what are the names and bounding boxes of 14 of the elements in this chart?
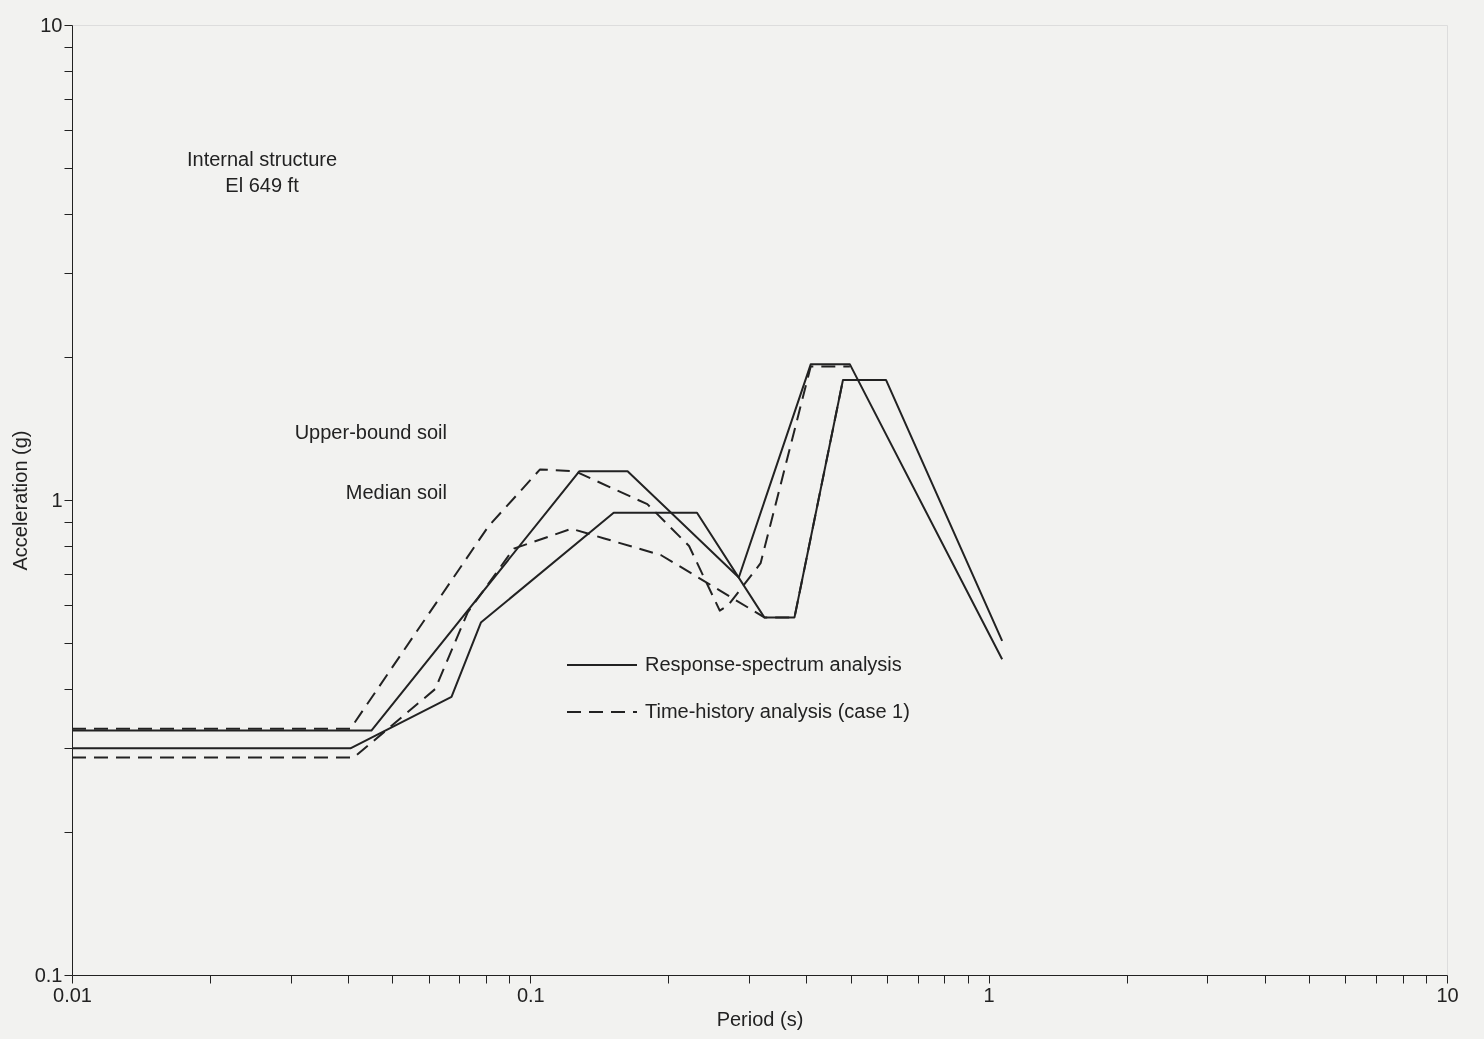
annotation: Upper-bound soil — [294, 421, 447, 443]
annotation: Median soil — [345, 481, 447, 503]
y-axis-title: Acceleration (g) — [8, 430, 31, 571]
x-tick-label: 10 — [1436, 983, 1459, 1006]
x-tick-label: 0.01 — [53, 983, 92, 1006]
y-tick-label: 0.1 — [34, 963, 63, 986]
x-axis-title: Period (s) — [716, 1007, 804, 1030]
y-tick-label: 10 — [40, 13, 63, 36]
x-tick-label: 1 — [983, 983, 995, 1006]
x-tick-label: 0.1 — [516, 983, 545, 1006]
legend-label: Time-history analysis (case 1) — [645, 700, 910, 722]
y-tick-label: 1 — [51, 488, 63, 511]
annotation: Internal structure El 649 ft — [186, 148, 338, 196]
legend-label: Response-spectrum analysis — [645, 653, 902, 675]
